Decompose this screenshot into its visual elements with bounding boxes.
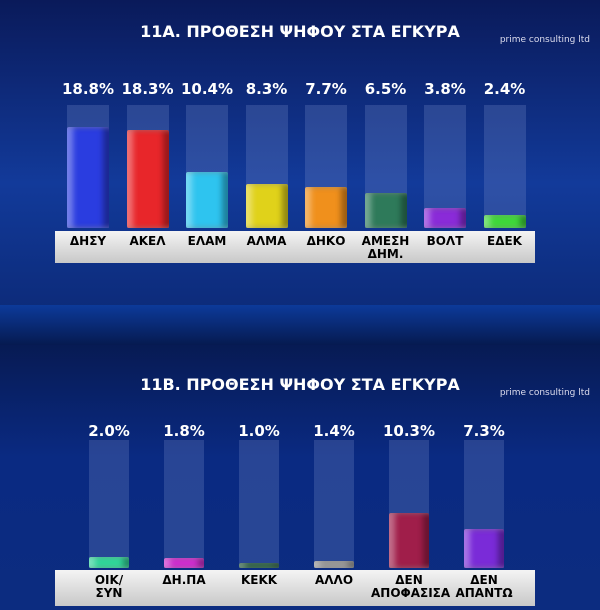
category-label: ΑΛΜΑ [246, 234, 287, 248]
bar [389, 512, 429, 568]
bar [314, 560, 354, 568]
bar [364, 193, 407, 228]
value-label: 1.8% [163, 422, 205, 440]
bar [483, 215, 526, 228]
bar-track [239, 440, 279, 568]
category-label: ΔΗΣΥ [69, 234, 107, 248]
value-label: 2.0% [88, 422, 130, 440]
value-label: 8.3% [245, 80, 288, 98]
label-strip [55, 570, 535, 606]
bar [239, 562, 279, 568]
bar [245, 183, 288, 228]
category-label: ΑΛΛΟ [314, 573, 354, 587]
chart-title: 11Β. ΠΡΟΘΕΣΗ ΨΗΦΟΥ ΣΤΑ ΕΓΚΥΡΑ [140, 375, 460, 394]
value-label: 1.0% [238, 422, 280, 440]
logo: prime consulting ltd [499, 388, 590, 398]
value-label: 3.8% [424, 80, 466, 98]
bar [89, 557, 129, 568]
value-label: 7.3% [463, 422, 505, 440]
value-label: 2.4% [483, 80, 526, 98]
bar-track [483, 105, 526, 228]
value-label: 7.7% [305, 80, 347, 98]
category-label: ΟΙΚ/ ΣΥΝ [94, 573, 124, 600]
bar-track [164, 440, 204, 568]
category-label: ΔΗ.ΠΑ [162, 573, 206, 587]
bar [464, 528, 504, 568]
bar [186, 172, 228, 228]
category-label: ΔΕΝ ΑΠΟΦΑΣΙΣΑ [371, 573, 451, 600]
category-label: ΕΛΑΜ [187, 234, 227, 248]
label-strip [55, 231, 535, 263]
bar [424, 207, 466, 228]
category-label: ΔΕΝ ΑΠΑΝΤΩ [455, 573, 513, 600]
bar [67, 127, 109, 228]
value-label: 10.4% [180, 80, 234, 98]
logo: prime consulting ltd [499, 35, 590, 45]
bar-track [314, 440, 354, 568]
category-label: ΑΜΕΣΗ ΔΗΜ. [361, 234, 410, 261]
bar [126, 130, 169, 228]
category-label: ΒΟΛΤ [426, 234, 464, 248]
value-label: 1.4% [313, 422, 355, 440]
category-label: ΚΕΚΚ [240, 573, 278, 587]
category-label: ΑΚΕΛ [129, 234, 166, 248]
bar [164, 558, 204, 568]
category-label: ΔΗΚΟ [306, 234, 346, 248]
floor [0, 305, 600, 345]
value-label: 18.8% [61, 80, 115, 98]
value-label: 10.3% [382, 422, 436, 440]
chart-title: 11Α. ΠΡΟΘΕΣΗ ΨΗΦΟΥ ΣΤΑ ΕΓΚΥΡΑ [140, 22, 460, 41]
value-label: 18.3% [121, 80, 174, 98]
bar-track [89, 440, 129, 568]
bar-track [424, 105, 466, 228]
category-label: ΕΔΕΚ [487, 234, 522, 248]
value-label: 6.5% [364, 80, 407, 98]
bar [305, 186, 347, 228]
